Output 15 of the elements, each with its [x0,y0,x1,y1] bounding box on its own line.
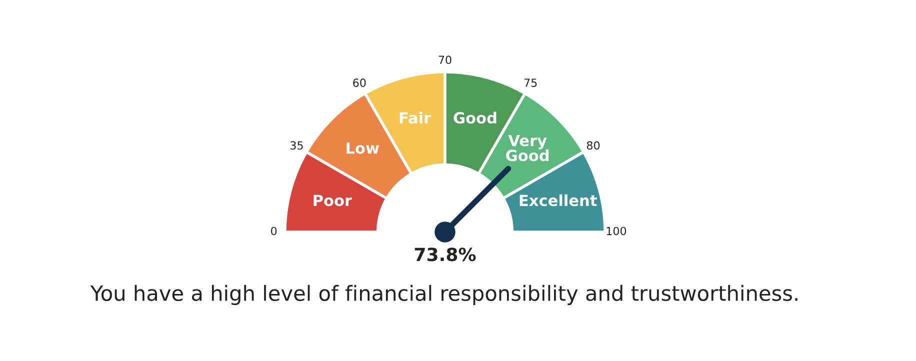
slice-label: Very Good [506,134,549,162]
text: 35 [290,141,303,150]
text: 60 [353,78,366,87]
slice-label: Excellent [520,194,597,206]
slice-label: Fair [400,112,432,124]
text: You have a high level of financial responsibility and trustworthiness. [90,284,798,306]
text: 80 [586,141,600,150]
text: 100 [606,226,626,236]
text: 73.8% [414,248,476,262]
text: 0 [271,226,277,236]
text: 70 [438,56,452,64]
slice-label: Good [454,112,496,124]
slice-label: Poor [314,194,352,206]
slice-label: Low [346,142,380,154]
text: 75 [524,78,537,87]
